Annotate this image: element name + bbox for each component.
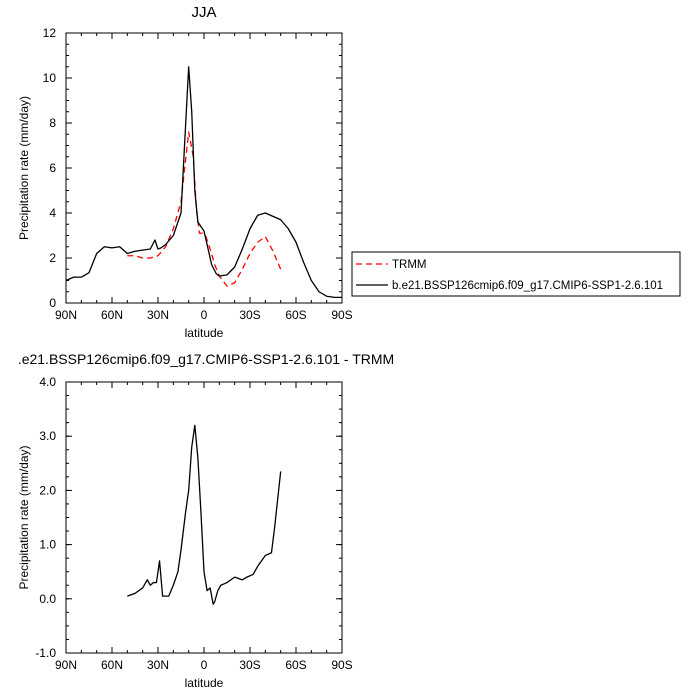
top-y-tick-label: 8 (49, 116, 56, 130)
top-series-line-trmm (127, 131, 282, 287)
top-chart-legend: TRMM b.e21.BSSP126cmip6.f09_g17.CMIP6-SSP… (351, 251, 681, 297)
top-x-axis-label: latitude (185, 326, 224, 340)
bottom-x-tick-label: 90S (331, 658, 352, 672)
bottom-chart-title: .e21.BSSP126cmip6.f09_g17.CMIP6-SSP1-2.6… (18, 351, 394, 367)
bottom-x-tick-label: 0 (201, 658, 208, 672)
top-chart-title: JJA (191, 4, 216, 21)
bottom-x-tick-label: 90N (55, 658, 77, 672)
bottom-series-line-difference (127, 424, 282, 605)
legend-label: b.e21.BSSP126cmip6.f09_g17.CMIP6-SSP1-2.… (392, 280, 663, 292)
top-y-tick-label: 10 (43, 71, 57, 85)
top-y-tick-label: 4 (49, 206, 56, 220)
legend-box (351, 251, 681, 297)
bottom-chart-panel: .e21.BSSP126cmip6.f09_g17.CMIP6-SSP1-2.6… (17, 351, 394, 690)
top-x-tick-label: 60N (101, 308, 123, 322)
bottom-y-tick-label: 1.0 (39, 538, 56, 552)
top-y-tick-label: 0 (49, 296, 56, 310)
bottom-y-axis-label: Precipitation rate (mm/day) (17, 445, 31, 589)
top-plot-frame (65, 32, 343, 304)
bottom-y-tick-label: 0.0 (39, 592, 56, 606)
bottom-x-tick-label: 60N (101, 658, 123, 672)
top-x-tick-label: 90N (55, 308, 77, 322)
top-x-tick-label: 60S (285, 308, 306, 322)
top-chart-panel: JJA 90N 60N 30N 0 30S 60S 90S 0 2 4 6 8 10 12 latitude P… (17, 4, 353, 340)
top-y-tick-label: 2 (49, 251, 56, 265)
top-x-tick-label: 30N (147, 308, 169, 322)
bottom-y-tick-label: 3.0 (39, 429, 56, 443)
top-x-tick-label: 90S (331, 308, 352, 322)
top-y-axis-label: Precipitation rate (mm/day) (17, 96, 31, 240)
top-series-line-b-e21-bssp126cmip6-f09-g17-cmip6-ssp1-2-6-101 (65, 66, 342, 299)
bottom-x-tick-label: 30S (239, 658, 260, 672)
bottom-y-tick-label: 4.0 (39, 375, 56, 389)
top-y-tick-label: 12 (43, 26, 57, 40)
top-x-tick-label: 0 (201, 308, 208, 322)
bottom-plot-frame (65, 381, 343, 654)
bottom-y-tick-label: 2.0 (39, 483, 56, 497)
legend-label: TRMM (392, 259, 427, 271)
bottom-x-tick-label: 60S (285, 658, 306, 672)
bottom-x-axis-label: latitude (185, 676, 224, 690)
bottom-x-tick-label: 30N (147, 658, 169, 672)
bottom-y-tick-label: -1.0 (35, 646, 56, 660)
top-x-tick-label: 30S (239, 308, 260, 322)
top-y-tick-label: 6 (49, 161, 56, 175)
